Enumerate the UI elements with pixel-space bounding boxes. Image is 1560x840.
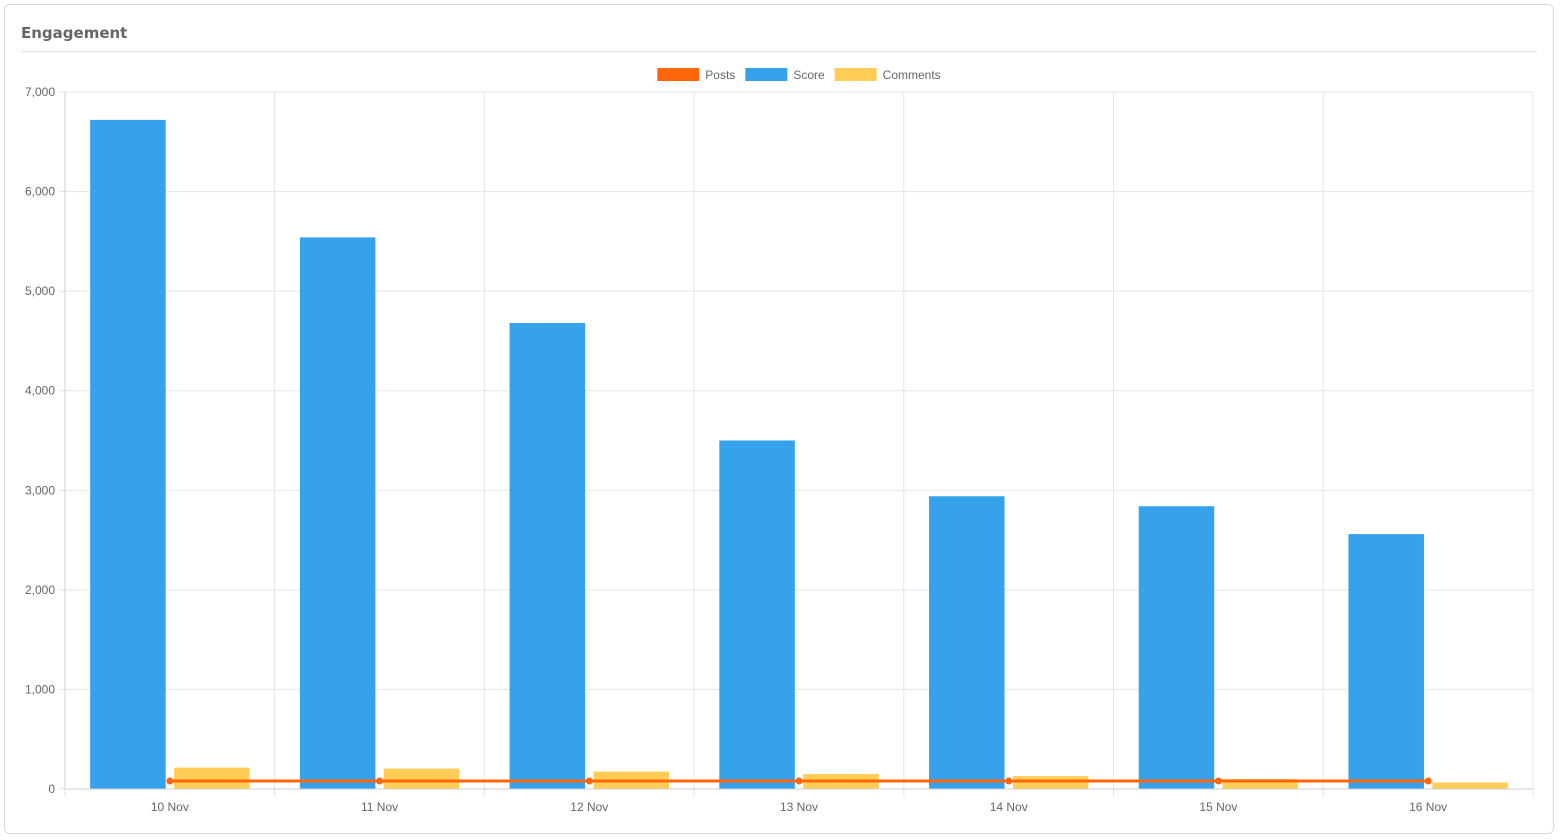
legend-swatch-score (745, 68, 788, 81)
legend-swatch-comments (834, 68, 877, 81)
grid-lines (59, 91, 1534, 797)
y-tick-label: 0 (48, 782, 55, 796)
score-bar (90, 119, 166, 789)
comments-bar (383, 768, 460, 789)
legend-label-posts: Posts (705, 68, 735, 82)
x-tick-label: 16 Nov (1409, 800, 1447, 814)
y-tick-label: 5,000 (25, 284, 55, 298)
x-tick-label: 15 Nov (1199, 800, 1237, 814)
posts-point (795, 777, 803, 785)
score-bar (719, 440, 795, 789)
legend-label-comments: Comments (883, 68, 941, 82)
card-title: Engagement (21, 24, 128, 42)
y-tick-label: 6,000 (25, 185, 55, 199)
x-tick-label: 11 Nov (361, 800, 398, 814)
posts-point (1005, 777, 1013, 785)
x-tick-label: 13 Nov (780, 800, 818, 814)
posts-point (585, 777, 593, 785)
axes: 0 1,000 2,000 3,000 4,000 5,000 6,000 7,000 10 N… (25, 85, 1533, 814)
y-tick-label: 2,000 (25, 583, 55, 597)
score-bar (1348, 534, 1424, 789)
x-tick-label: 12 Nov (570, 800, 608, 814)
legend: Posts Score Comments (657, 68, 941, 82)
posts-point (1214, 777, 1222, 785)
y-tick-label: 4,000 (25, 384, 55, 398)
legend-label-score: Score (793, 68, 825, 82)
x-tick-label: 14 Nov (990, 800, 1028, 814)
bars (90, 119, 1508, 790)
y-tick-label: 7,000 (25, 85, 55, 99)
posts-line-series (166, 777, 1432, 785)
score-bar (509, 323, 586, 789)
score-bar (1138, 506, 1215, 789)
legend-swatch-posts (657, 68, 700, 81)
x-tick-label: 10 Nov (151, 800, 189, 814)
posts-point (376, 777, 384, 785)
card-header: Engagement (21, 23, 1537, 52)
comments-bar (1222, 779, 1299, 789)
score-bar (299, 237, 376, 790)
comments-bar (174, 767, 250, 789)
posts-point (1424, 777, 1432, 785)
posts-point (166, 777, 174, 785)
y-tick-label: 1,000 (25, 682, 55, 696)
score-bar (929, 496, 1005, 789)
y-tick-label: 3,000 (25, 483, 55, 497)
comments-bar (1432, 782, 1508, 789)
